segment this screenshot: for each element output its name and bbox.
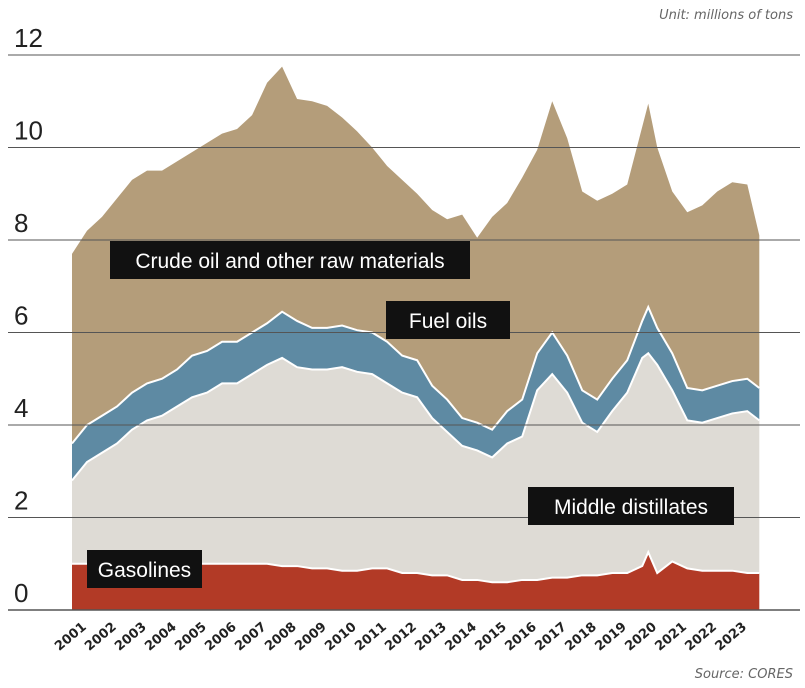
fuel-oils-area	[72, 307, 760, 481]
x-tick-label: 2019	[592, 620, 629, 655]
layer-separator	[71, 304, 760, 445]
x-tick-label: 2016	[502, 620, 539, 655]
y-tick-label: 10	[14, 116, 43, 146]
x-tick-label: 2014	[442, 620, 479, 655]
x-tick-label: 2021	[652, 620, 689, 655]
gasolines-area	[72, 552, 760, 610]
x-tick-label: 2003	[112, 620, 149, 655]
fuel-oils-label-box	[386, 301, 510, 339]
x-tick-label: 2022	[682, 620, 719, 655]
x-tick-label: 2020	[622, 620, 659, 655]
crude-oil-label: Crude oil and other raw materials	[135, 250, 444, 273]
x-tick-label: 2008	[262, 620, 299, 655]
y-tick-label: 6	[14, 301, 28, 331]
x-tick-label: 2010	[322, 620, 359, 655]
unit-label: Unit: millions of tons	[659, 8, 793, 23]
x-tick-label: 2011	[352, 620, 389, 655]
x-tick-label: 2012	[382, 620, 419, 655]
x-tick-label: 2017	[532, 620, 569, 655]
x-tick-label: 2023	[713, 620, 750, 655]
gasolines-label-box	[87, 550, 202, 588]
source-label: Source: CORES	[694, 667, 793, 682]
middle-distillates-label: Middle distillates	[554, 496, 708, 519]
x-tick-label: 2004	[142, 620, 179, 655]
x-tick-label: 2015	[472, 620, 509, 655]
crude-oil-label-box	[110, 241, 470, 279]
x-tick-label: 2013	[412, 620, 449, 655]
x-tick-label: 2006	[202, 620, 239, 655]
x-tick-label: 2007	[232, 620, 269, 655]
layer-separator	[71, 351, 760, 482]
middle-distillates-label-box	[528, 487, 734, 525]
y-tick-label: 2	[14, 486, 28, 516]
gasolines-label: Gasolines	[98, 559, 191, 582]
x-tick-label: 2009	[292, 620, 329, 655]
y-tick-label: 0	[14, 578, 28, 608]
fuel-oils-label: Fuel oils	[409, 310, 487, 333]
y-tick-label: 12	[14, 23, 43, 53]
x-tick-label: 2005	[172, 620, 209, 655]
y-tick-label: 8	[14, 208, 28, 238]
x-tick-label: 2018	[562, 620, 599, 655]
x-tick-label: 2001	[52, 620, 89, 655]
middle-distillates-area	[72, 353, 760, 583]
y-tick-label: 4	[14, 393, 28, 423]
x-tick-label: 2002	[82, 620, 119, 655]
